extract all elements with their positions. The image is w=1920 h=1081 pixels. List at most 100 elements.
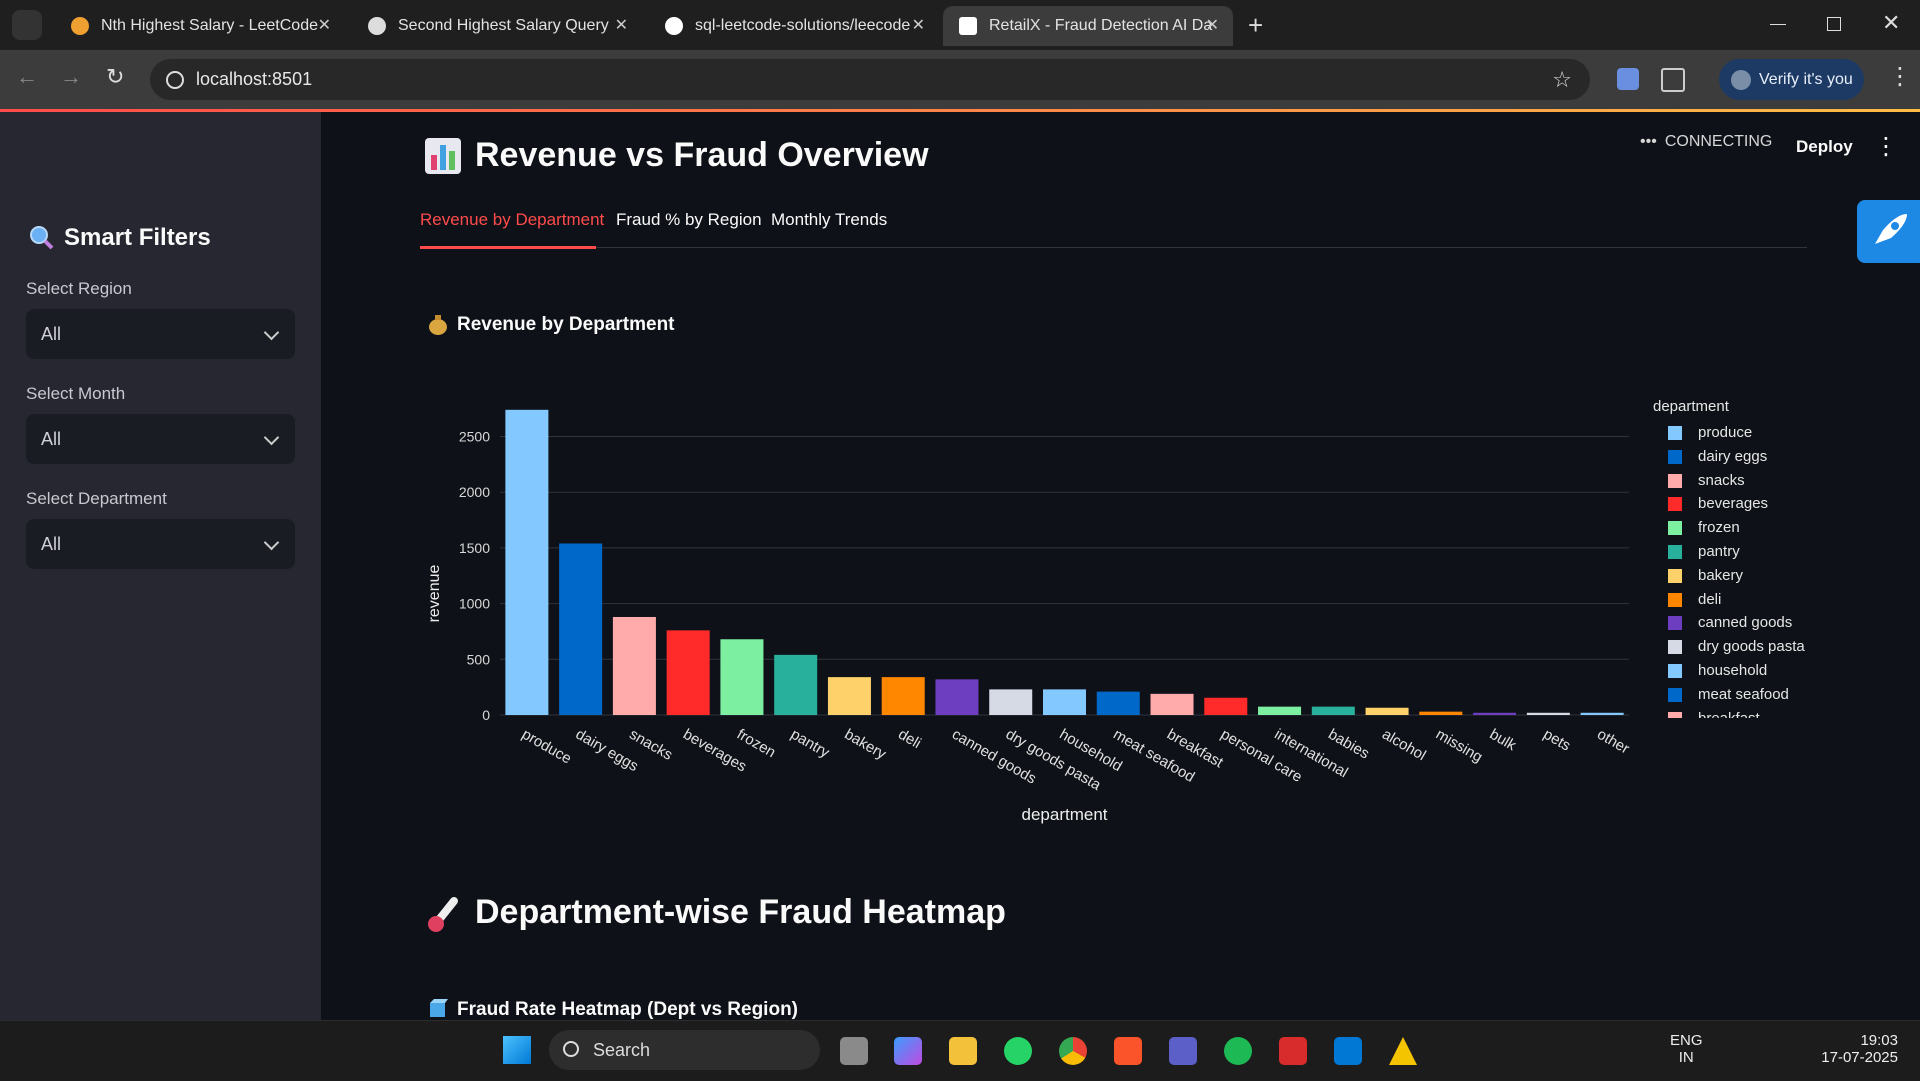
extensions[interactable] — [1661, 68, 1685, 92]
browser-menu[interactable]: ⋮ — [1888, 63, 1912, 90]
legend-item[interactable]: frozen — [1650, 516, 1850, 540]
legend-item[interactable]: pantry — [1650, 540, 1850, 564]
bar — [612, 616, 656, 715]
x-tick-label: alcohol — [1379, 726, 1429, 764]
bar — [1580, 712, 1624, 715]
filter-label: Select Month — [26, 384, 126, 403]
legend-swatch — [1668, 521, 1682, 536]
legend-swatch — [1668, 592, 1682, 607]
region-code: IN — [1678, 1049, 1694, 1066]
bar — [1365, 707, 1409, 715]
y-tick-label: 2500 — [459, 429, 490, 445]
extension[interactable] — [1617, 68, 1639, 90]
language[interactable]: ENG IN — [1670, 1032, 1703, 1066]
legend-item[interactable]: meat seafood — [1650, 683, 1850, 707]
bar-chart: 0 500 1000 1500 2000 2500 revenue department pro… — [426, 409, 1632, 824]
bar — [720, 639, 764, 715]
tab-rule — [420, 247, 1807, 248]
tab-menu[interactable] — [12, 10, 42, 40]
x-tick-label: bakery — [841, 726, 889, 763]
select-box[interactable]: All — [26, 519, 295, 569]
browser-tab[interactable]: Second Highest Salary Query ✕ — [352, 6, 642, 46]
new-tab[interactable]: + — [1248, 10, 1264, 40]
legend-label: breakfast — [1698, 710, 1760, 718]
select-box[interactable]: All — [26, 414, 295, 464]
bar — [666, 630, 710, 715]
clock[interactable]: 19:03 17-07-2025 — [1818, 1032, 1898, 1066]
legend-label: frozen — [1698, 519, 1740, 537]
filter-label: Select Department — [26, 489, 167, 508]
y-tick-label: 1500 — [459, 540, 490, 556]
select-box[interactable]: All — [26, 309, 295, 359]
legend-label: beverages — [1698, 495, 1769, 513]
legend-item[interactable]: canned goods — [1650, 611, 1850, 635]
browser-tab[interactable]: Nth Highest Salary - LeetCode ✕ — [55, 6, 345, 46]
cube-icon — [430, 999, 448, 1017]
app-icon[interactable] — [1169, 1037, 1197, 1065]
browser-tab[interactable]: RetailX - Fraud Detection AI Da ✕ — [943, 6, 1233, 46]
app-menu[interactable]: ⋮ — [1874, 133, 1898, 160]
select-value: All — [41, 429, 62, 449]
app-icon[interactable] — [840, 1037, 868, 1065]
main-tab[interactable]: Revenue by Department — [420, 210, 605, 229]
app-icon[interactable] — [1279, 1037, 1307, 1065]
restore[interactable] — [1827, 17, 1841, 31]
bar — [1473, 712, 1517, 715]
back[interactable]: ← — [16, 64, 38, 89]
app-icon[interactable] — [1114, 1037, 1142, 1065]
verify-button[interactable]: Verify it's you — [1719, 59, 1864, 100]
main-tab[interactable]: Fraud % by Region — [616, 210, 762, 229]
y-tick-label: 0 — [482, 707, 490, 723]
bar — [1096, 691, 1140, 715]
tab-title: RetailX - Fraud Detection AI Da — [989, 17, 1213, 34]
legend-item[interactable]: produce — [1650, 421, 1850, 445]
app-icon[interactable] — [1334, 1037, 1362, 1065]
legend-item[interactable]: bakery — [1650, 564, 1850, 588]
app-icon[interactable] — [1004, 1037, 1032, 1065]
app-icon[interactable] — [894, 1037, 922, 1065]
app-icon[interactable] — [1389, 1037, 1417, 1065]
legend-item[interactable]: dairy eggs — [1650, 445, 1850, 469]
legend-swatch — [1668, 687, 1682, 702]
app-icon[interactable] — [1059, 1037, 1087, 1065]
legend-swatch — [1668, 473, 1682, 488]
bar — [935, 679, 979, 715]
verify-label: Verify it's you — [1759, 71, 1853, 88]
close-window[interactable]: ✕ — [1882, 10, 1901, 35]
y-tick-label: 500 — [467, 651, 491, 667]
legend-item[interactable]: beverages — [1650, 492, 1850, 516]
url-field[interactable]: localhost:8501 ☆ — [150, 59, 1590, 100]
page-title: Revenue vs Fraud Overview — [475, 136, 929, 174]
search-box[interactable]: Search — [549, 1030, 820, 1070]
deploy-button[interactable]: Deploy — [1796, 137, 1853, 156]
forward[interactable]: → — [60, 64, 82, 89]
bar — [1526, 712, 1570, 715]
minimize[interactable] — [1770, 24, 1786, 25]
legend-item[interactable]: household — [1650, 659, 1850, 683]
money-icon — [429, 315, 447, 335]
rocket-button[interactable] — [1857, 200, 1920, 263]
time: 19:03 — [1860, 1032, 1898, 1049]
legend-item[interactable]: breakfast — [1650, 707, 1850, 718]
app-icon[interactable] — [1224, 1037, 1252, 1065]
sidebar: Smart Filters Select Region All Select M… — [0, 112, 321, 1020]
legend-label: pantry — [1698, 542, 1740, 560]
status-text: CONNECTING — [1664, 133, 1773, 150]
section-subheader: Fraud Rate Heatmap (Dept vs Region) — [457, 999, 798, 1020]
legend-item[interactable]: snacks — [1650, 469, 1850, 493]
browser-tab[interactable]: sql-leetcode-solutions/leecode ✕ — [649, 6, 939, 46]
legend: department produce dairy eggs snacks beverag… — [1650, 398, 1850, 718]
app-icon[interactable] — [949, 1037, 977, 1065]
reload[interactable]: ↻ — [106, 64, 125, 89]
x-tick-label: missing — [1433, 726, 1486, 766]
tab-title: sql-leetcode-solutions/leecode — [695, 17, 911, 34]
start-button[interactable] — [503, 1036, 531, 1064]
legend-item[interactable]: deli — [1650, 588, 1850, 612]
status: ••• CONNECTING — [1640, 133, 1773, 150]
main-tab[interactable]: Monthly Trends — [771, 210, 888, 229]
bar — [1258, 706, 1302, 715]
select-value: All — [41, 534, 62, 554]
legend-item[interactable]: dry goods pasta — [1650, 635, 1850, 659]
legend-label: household — [1698, 661, 1768, 679]
bar — [559, 543, 603, 715]
